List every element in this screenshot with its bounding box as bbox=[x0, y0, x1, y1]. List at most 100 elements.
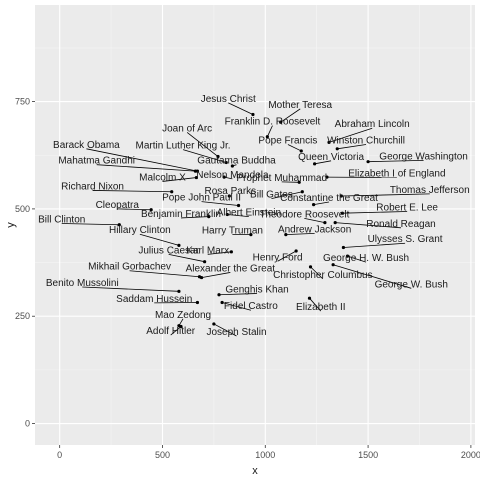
point-label: Robert E. Lee bbox=[376, 202, 438, 213]
major-gridlines bbox=[35, 5, 475, 445]
point-label: George H. W. Bush bbox=[323, 253, 409, 264]
label-segment bbox=[180, 216, 209, 219]
point-label: Gautama Buddha bbox=[197, 156, 276, 167]
point-label: Barack Obama bbox=[53, 140, 120, 151]
data-point bbox=[193, 169, 197, 173]
label-segment bbox=[61, 223, 120, 226]
point-label: Elizabeth II bbox=[296, 302, 345, 313]
label-segment bbox=[304, 217, 325, 224]
point-label: Malcolm X bbox=[139, 172, 186, 183]
data-point bbox=[340, 211, 344, 215]
data-point bbox=[216, 154, 220, 159]
label-segment bbox=[343, 242, 406, 248]
data-point bbox=[307, 296, 312, 300]
point-label: Hillary Clinton bbox=[109, 225, 171, 236]
data-point bbox=[249, 233, 253, 237]
label-segment bbox=[213, 323, 237, 337]
point-label: Albert Einstein bbox=[217, 208, 281, 219]
data-point bbox=[299, 149, 303, 153]
data-point bbox=[179, 324, 183, 329]
y-axis-ticks: 0 250 500 750 bbox=[15, 97, 35, 429]
point-label: Alexander the Great bbox=[186, 263, 276, 274]
point-label: Joan of Arc bbox=[162, 123, 212, 134]
label-segment bbox=[182, 149, 227, 163]
data-point bbox=[279, 120, 283, 124]
label-segment bbox=[86, 148, 198, 172]
point-label: Franklin D. Roosevelt bbox=[225, 117, 321, 128]
label-segment bbox=[277, 250, 297, 262]
label-segment bbox=[201, 201, 239, 206]
label-segment bbox=[139, 233, 180, 246]
data-point bbox=[177, 289, 181, 293]
label-segment bbox=[186, 132, 219, 157]
data-point bbox=[313, 162, 317, 166]
point-labels: Jesus Christ Mother Teresa Franklin D. Roo… bbox=[38, 94, 470, 338]
point-label: Rosa Parks bbox=[204, 186, 256, 197]
label-segment bbox=[314, 160, 332, 165]
data-point bbox=[227, 194, 231, 198]
point-label: Jesus Christ bbox=[201, 94, 256, 105]
data-point bbox=[327, 140, 331, 144]
point-label: Joseph Stalin bbox=[206, 327, 266, 338]
x-tick-label: 1000 bbox=[255, 450, 275, 460]
label-segment bbox=[96, 164, 196, 172]
label-segment bbox=[82, 286, 179, 292]
label-segment bbox=[162, 177, 197, 182]
label-segment bbox=[333, 264, 412, 289]
data-point bbox=[236, 203, 241, 208]
data-point bbox=[300, 190, 304, 194]
data-point bbox=[265, 135, 269, 139]
point-label: Benito Mussolini bbox=[46, 278, 119, 289]
label-segment bbox=[129, 270, 200, 278]
data-points bbox=[117, 112, 370, 329]
point-label: Benjamin Franklin bbox=[141, 209, 221, 220]
x-tick-label: 2000 bbox=[461, 450, 480, 460]
label-segment bbox=[310, 266, 324, 280]
label-segment bbox=[342, 211, 408, 214]
x-tick-label: 1500 bbox=[358, 450, 378, 460]
point-label: George Washington bbox=[379, 151, 468, 162]
point-label: Abraham Lincoln bbox=[335, 119, 410, 130]
label-segment bbox=[287, 144, 302, 152]
point-label: Winston Churchill bbox=[327, 136, 405, 147]
data-point bbox=[194, 175, 199, 180]
data-point bbox=[203, 260, 207, 264]
label-segment bbox=[117, 208, 152, 211]
label-segment bbox=[266, 125, 273, 137]
data-point bbox=[325, 175, 329, 179]
label-segment bbox=[170, 326, 182, 336]
data-point bbox=[225, 212, 229, 217]
y-tick-label: 250 bbox=[15, 311, 30, 321]
label-segment bbox=[347, 255, 367, 263]
point-label: Andrew Jackson bbox=[278, 224, 351, 235]
point-label: Prophet Muhammad bbox=[236, 173, 327, 184]
label-segment bbox=[207, 251, 232, 255]
data-point bbox=[335, 147, 339, 151]
data-point bbox=[311, 203, 316, 207]
data-point bbox=[284, 233, 288, 237]
data-point bbox=[229, 250, 233, 254]
label-segment bbox=[313, 201, 330, 206]
point-label: Henry Ford bbox=[253, 252, 303, 263]
point-label: Fidel Castro bbox=[224, 301, 278, 312]
label-segment bbox=[309, 297, 322, 312]
label-segment bbox=[341, 193, 430, 197]
data-point bbox=[230, 164, 234, 168]
point-label: Thomas Jefferson bbox=[390, 185, 470, 196]
label-segment bbox=[227, 214, 249, 218]
point-label: Julius Caesar bbox=[138, 245, 199, 256]
point-label: Pope John Paul II bbox=[162, 193, 241, 204]
y-tick-label: 500 bbox=[15, 204, 30, 214]
data-point bbox=[199, 275, 204, 280]
point-label: Queen Victoria bbox=[298, 152, 364, 163]
label-segment bbox=[221, 302, 251, 311]
data-point bbox=[117, 223, 121, 227]
label-segment bbox=[219, 293, 258, 296]
point-label: Cleopatra bbox=[96, 200, 140, 211]
point-label: Karl Marx bbox=[186, 245, 229, 256]
label-segment bbox=[337, 144, 367, 150]
data-point bbox=[333, 221, 337, 225]
data-point bbox=[207, 215, 211, 219]
y-axis-title: y bbox=[5, 222, 17, 228]
